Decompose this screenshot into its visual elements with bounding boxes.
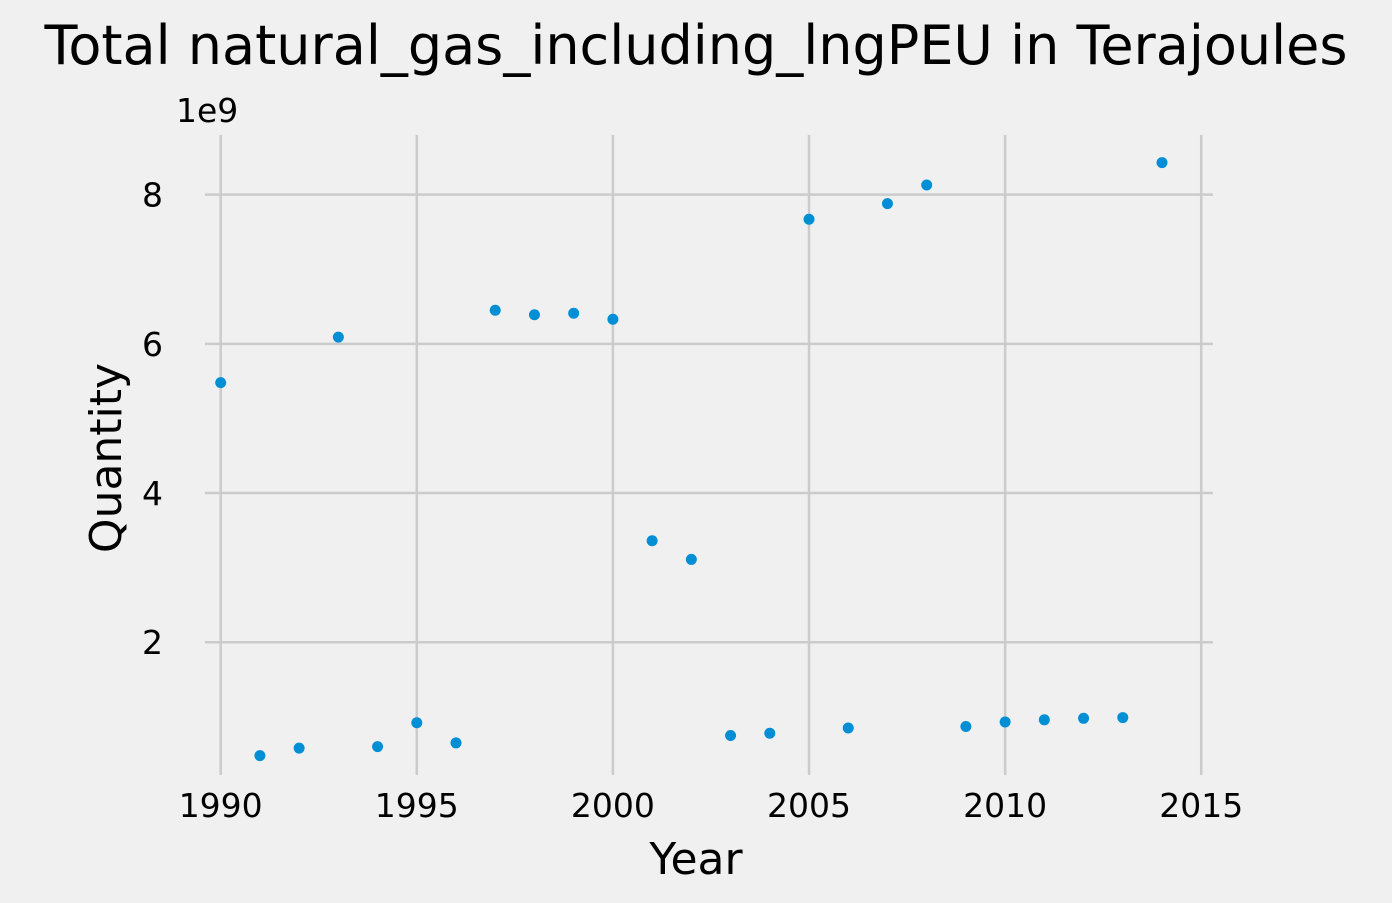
y-tick-labels: 2 4 6 8 [142,176,163,663]
x-tick-label-2015: 2015 [1159,786,1243,825]
y-axis-label: Quantity [81,363,132,553]
data-point-1992 [293,742,305,754]
data-point-2013 [1117,712,1129,724]
data-point-2007 [881,198,893,210]
data-point-2010 [999,716,1011,728]
y-axis-offset-label: 1e9 [176,91,238,130]
data-point-2004 [764,727,776,739]
data-point-1993 [332,331,344,343]
x-tick-label-2000: 2000 [571,786,655,825]
data-point-1995 [411,717,423,729]
data-point-2006 [842,722,854,734]
data-point-1998 [528,309,540,321]
data-point-1999 [568,307,580,319]
x-tick-label-2005: 2005 [767,786,851,825]
x-tick-label-1995: 1995 [375,786,459,825]
chart-title: Total natural_gas_including_lngPEU in Te… [44,14,1348,77]
data-points [215,157,1168,762]
data-point-2014 [1156,157,1168,169]
y-tick-label-6: 6 [142,325,163,364]
data-point-2009 [960,721,972,733]
data-point-2011 [1038,714,1050,726]
data-point-2000 [607,313,619,325]
data-point-2008 [921,179,933,191]
x-tick-label-2010: 2010 [963,786,1047,825]
grid-lines [205,135,1213,775]
x-tick-labels: 1990 1995 2000 2005 2010 2015 [179,786,1244,825]
y-tick-label-8: 8 [142,176,163,215]
data-point-1996 [450,737,462,749]
data-point-1997 [489,304,501,316]
data-point-1991 [254,750,266,762]
x-tick-label-1990: 1990 [179,786,263,825]
data-point-1990 [215,377,227,389]
data-point-2012 [1078,712,1090,724]
x-axis-label: Year [648,834,743,885]
y-tick-label-4: 4 [142,474,163,513]
data-point-2001 [646,535,658,547]
data-point-2005 [803,213,815,225]
y-tick-label-2: 2 [142,623,163,662]
data-point-1994 [372,741,384,753]
data-point-2002 [685,553,697,565]
data-point-2003 [725,729,737,741]
